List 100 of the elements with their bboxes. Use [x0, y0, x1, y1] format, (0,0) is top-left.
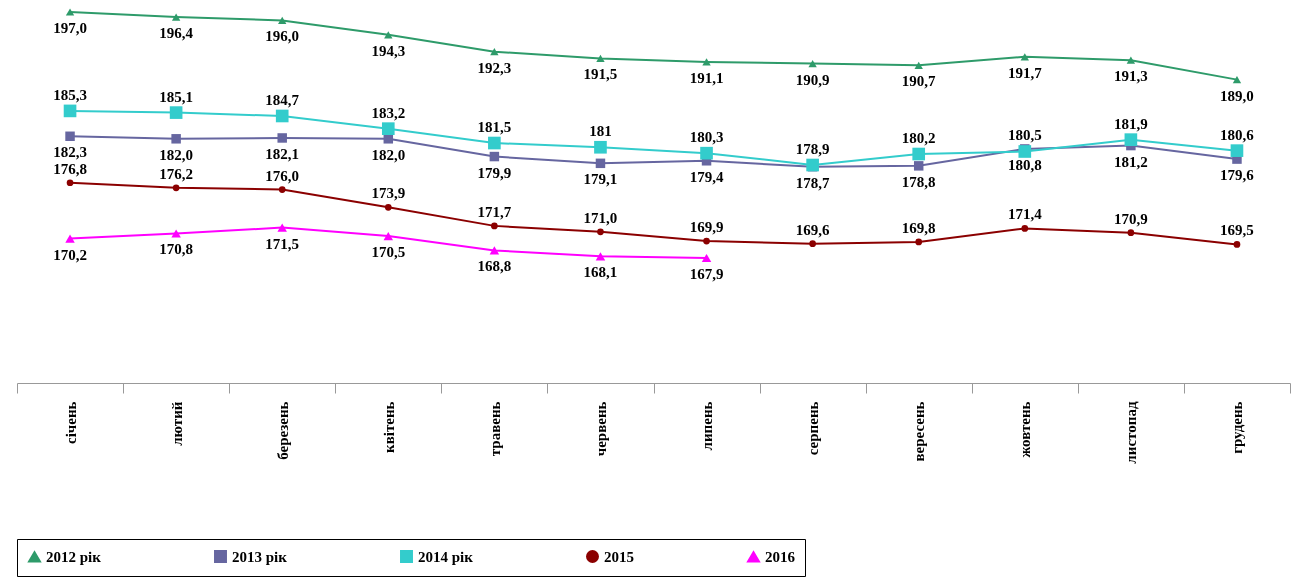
point [1230, 144, 1244, 157]
data-label: 178,7 [795, 174, 830, 191]
point [384, 203, 392, 211]
point [277, 223, 287, 232]
data-label: 191,3 [1114, 68, 1148, 85]
x-tick-label: травень [486, 401, 503, 457]
data-label: 171,7 [477, 203, 512, 220]
x-tick-label: березень [274, 401, 291, 460]
data-label: 182,1 [265, 145, 300, 162]
data-label: 168,8 [477, 258, 512, 275]
x-tick-label: вересень [911, 401, 928, 462]
data-label: 169,5 [1220, 222, 1254, 239]
data-label: 171,5 [265, 235, 300, 252]
point [701, 253, 712, 263]
data-label: 180,6 [1220, 126, 1255, 143]
point [914, 61, 923, 69]
point [596, 54, 605, 63]
legend-label: 2016 [765, 548, 796, 565]
point [808, 59, 817, 68]
point [488, 136, 501, 150]
data-label: 191,7 [1007, 64, 1043, 81]
data-label: 176,0 [265, 167, 300, 184]
data-label: 181,5 [477, 119, 512, 136]
point [702, 58, 711, 66]
data-label: 178,8 [901, 173, 936, 190]
point [1232, 76, 1242, 84]
data-label: 181,2 [1114, 153, 1148, 170]
x-tick-label: січень [62, 401, 79, 445]
point [169, 106, 183, 119]
data-label: 190,9 [795, 71, 830, 88]
data-label: 196,0 [265, 28, 300, 45]
point [1233, 241, 1241, 248]
data-label: 181,9 [1114, 115, 1148, 132]
data-label: 170,9 [1114, 210, 1148, 227]
point [278, 186, 286, 193]
data-label: 171,4 [1007, 206, 1043, 223]
data-label: 167,9 [689, 266, 724, 282]
data-label: 170,5 [371, 244, 406, 261]
data-label: 185,1 [159, 88, 193, 105]
data-label: 179,4 [689, 168, 724, 185]
data-label: 171,0 [583, 209, 618, 226]
legend-label: 2012 рік [46, 548, 102, 565]
legend-label: 2014 рік [418, 548, 474, 565]
data-label: 169,9 [689, 219, 724, 236]
point [490, 48, 499, 56]
data-label: 185,3 [53, 86, 87, 103]
x-tick-label: лютий [168, 401, 185, 446]
point [595, 158, 606, 169]
point [63, 104, 77, 118]
data-label: 197,0 [53, 20, 87, 36]
data-label: 170,8 [159, 241, 193, 258]
point [65, 234, 75, 243]
data-label: 176,2 [159, 165, 193, 182]
data-label: 189,0 [1220, 87, 1254, 104]
data-label: 169,8 [901, 219, 936, 236]
point [1126, 56, 1136, 64]
data-label: 183,2 [371, 104, 406, 121]
data-label: 190,7 [901, 73, 937, 90]
point [383, 231, 394, 241]
data-label: 179,1 [583, 171, 618, 188]
data-label: 170,2 [53, 246, 87, 263]
data-label: 182,0 [159, 146, 193, 163]
point [278, 16, 287, 25]
legend-label: 2015 [604, 548, 634, 565]
data-label: 180,5 [1007, 127, 1042, 144]
point [700, 146, 713, 160]
data-label: 196,4 [159, 25, 194, 42]
data-label: 173,9 [371, 185, 406, 202]
x-tick-label: червень [592, 401, 609, 457]
point [489, 151, 500, 162]
point [915, 238, 923, 246]
point [1127, 229, 1135, 236]
point [381, 122, 395, 135]
point [275, 109, 289, 123]
point [1020, 53, 1029, 61]
point [65, 131, 75, 142]
point [171, 134, 181, 144]
data-label: 168,1 [583, 264, 618, 281]
data-label: 181 [589, 123, 612, 140]
data-label: 194,3 [371, 42, 406, 59]
point [597, 228, 604, 236]
x-tick-label: липень [699, 401, 716, 451]
data-label: 178,9 [795, 141, 830, 158]
point [66, 179, 74, 187]
x-tick-label: серпень [805, 401, 822, 456]
x-tick-label: квітень [380, 401, 397, 454]
point [594, 140, 607, 154]
point [489, 246, 500, 255]
point [171, 229, 181, 238]
data-label: 191,1 [689, 69, 724, 86]
x-tick-label: жовтень [1017, 401, 1034, 458]
data-label: 182,0 [371, 146, 406, 163]
data-label: 179,9 [477, 164, 512, 181]
point [809, 240, 816, 247]
point [65, 8, 75, 16]
data-label: 180,3 [689, 129, 724, 146]
point [913, 161, 924, 171]
data-label: 180,8 [1007, 156, 1042, 173]
point [1018, 145, 1032, 158]
legend-label: 2013 рік [232, 548, 288, 565]
